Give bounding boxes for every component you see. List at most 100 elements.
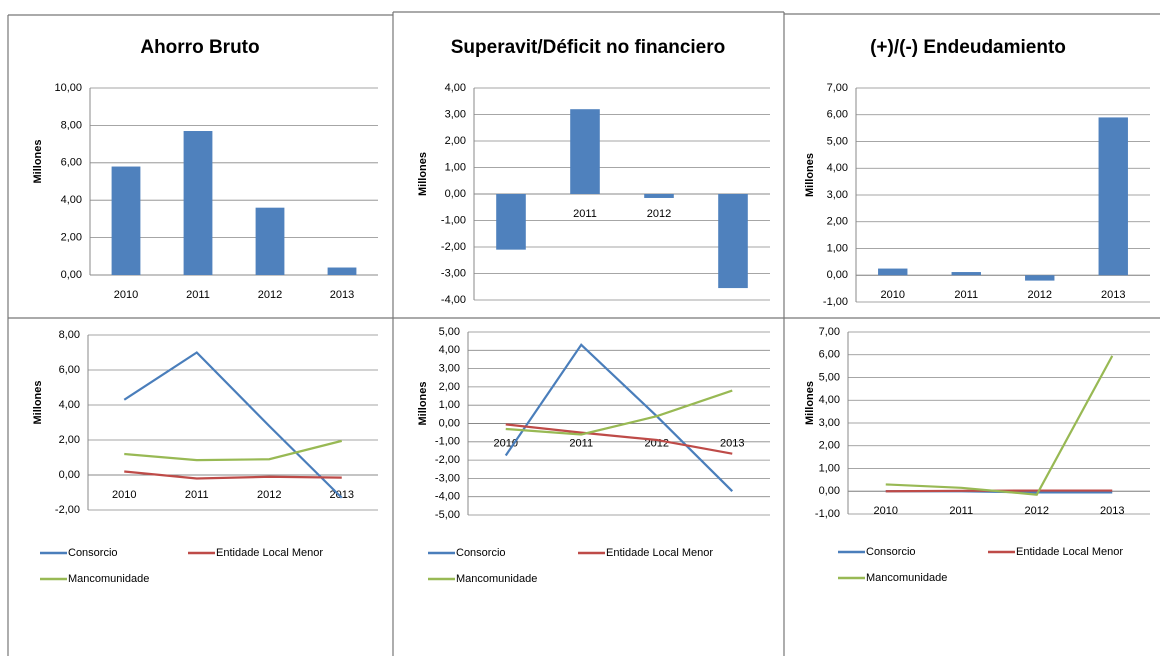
y-axis-label: Millones (804, 381, 816, 425)
y-tick-label: 5,00 (819, 371, 840, 383)
bar (496, 194, 526, 250)
legend-label: Mancomunidade (68, 573, 149, 585)
x-tick-label: 2013 (330, 289, 354, 301)
y-tick-label: 4,00 (445, 82, 466, 94)
y-tick-label: 7,00 (827, 82, 848, 94)
y-tick-label: -1,00 (815, 508, 840, 520)
legend-label: Consorcio (456, 547, 506, 559)
y-tick-label: 2,00 (439, 381, 460, 393)
y-tick-label: 2,00 (445, 135, 466, 147)
y-tick-label: -1,00 (441, 214, 466, 226)
y-tick-label: 0,00 (819, 485, 840, 497)
y-tick-label: 6,00 (59, 364, 80, 376)
y-tick-label: -3,00 (435, 472, 460, 484)
y-tick-label: -2,00 (55, 504, 80, 516)
y-axis-label: Millones (32, 380, 44, 424)
y-axis-label: Millones (804, 153, 816, 197)
x-tick-label: 2012 (647, 208, 671, 220)
y-tick-label: 7,00 (819, 326, 840, 338)
y-tick-label: 2,00 (59, 434, 80, 446)
legend-label: Mancomunidade (456, 573, 537, 585)
y-tick-label: 0,00 (439, 417, 460, 429)
y-tick-label: 1,00 (445, 161, 466, 173)
y-tick-label: 3,00 (819, 417, 840, 429)
y-tick-label: 1,00 (819, 462, 840, 474)
y-tick-label: -1,00 (823, 296, 848, 308)
x-tick-label: 2010 (874, 505, 898, 517)
y-tick-label: 2,00 (61, 232, 82, 244)
x-tick-label: 2012 (1028, 289, 1052, 301)
legend-label: Entidade Local Menor (606, 547, 713, 559)
chart: Ahorro Bruto Millones 0,00 2,00 4,00 6,00 8,00… (32, 37, 378, 301)
y-tick-label: 4,00 (819, 394, 840, 406)
legend-label: Consorcio (68, 547, 118, 559)
y-tick-label: 4,00 (59, 399, 80, 411)
y-axis-label: Millones (417, 152, 429, 196)
bar (1025, 275, 1055, 281)
y-tick-label: 10,00 (54, 82, 82, 94)
y-tick-label: 8,00 (59, 329, 80, 341)
bar (644, 194, 674, 198)
y-axis-label: Millones (417, 381, 429, 425)
y-axis-label: Millones (32, 139, 44, 183)
chart-title: Superavit/Déficit no financiero (451, 37, 726, 58)
line-series (124, 470, 342, 480)
panel-borders (7, 11, 1160, 656)
chart-title: (+)/(-) Endeudamiento (870, 37, 1066, 58)
y-tick-label: 3,00 (827, 189, 848, 201)
bar (327, 267, 357, 275)
y-tick-label: 4,00 (827, 162, 848, 174)
y-tick-label: -5,00 (435, 509, 460, 521)
y-tick-label: 6,00 (819, 349, 840, 361)
y-tick-label: 1,00 (827, 242, 848, 254)
x-tick-label: 2012 (258, 289, 282, 301)
legend-label: Entidade Local Menor (216, 547, 323, 559)
chart: (+)/(-) Endeudamiento Millones -1,00 0,00 1,… (804, 37, 1150, 308)
line-series (505, 389, 733, 436)
x-tick-label: 2010 (114, 289, 138, 301)
x-tick-label: 2011 (954, 289, 978, 301)
chart: Millones -5,00 -4,00 -3,00 -2,00 -1,00 0,00 1,0… (417, 326, 770, 585)
y-tick-label: 2,00 (819, 440, 840, 452)
y-tick-label: 0,00 (827, 269, 848, 281)
x-tick-label: 2011 (949, 505, 973, 517)
y-tick-label: -1,00 (435, 436, 460, 448)
bar (255, 207, 285, 275)
bar (718, 194, 748, 289)
y-tick-label: 3,00 (439, 363, 460, 375)
y-tick-label: 3,00 (445, 108, 466, 120)
y-tick-label: 0,00 (61, 269, 82, 281)
y-tick-label: 2,00 (827, 216, 848, 228)
line-series (124, 439, 343, 462)
y-tick-label: 6,00 (61, 157, 82, 169)
y-tick-label: 8,00 (61, 119, 82, 131)
legend-label: Mancomunidade (866, 572, 947, 584)
x-tick-label: 2013 (720, 437, 744, 449)
legend-label: Consorcio (866, 546, 916, 558)
chart-title: Ahorro Bruto (140, 37, 259, 58)
x-tick-label: 2010 (112, 489, 136, 501)
line-series (505, 423, 733, 455)
y-tick-label: -4,00 (441, 294, 466, 306)
y-tick-label: -4,00 (435, 491, 460, 503)
y-tick-label: 5,00 (439, 326, 460, 338)
x-tick-label: 2011 (569, 437, 593, 449)
y-tick-label: -3,00 (441, 267, 466, 279)
x-tick-label: 2013 (1101, 289, 1125, 301)
line-series (504, 343, 734, 492)
x-tick-label: 2010 (881, 289, 905, 301)
x-tick-label: 2011 (573, 208, 597, 220)
x-tick-label: 2011 (185, 489, 209, 501)
chart: Millones -1,00 0,00 1,00 2,00 3,00 4,00 5,00 6,0… (804, 326, 1150, 584)
line-series (123, 351, 343, 499)
legend-label: Entidade Local Menor (1016, 546, 1123, 558)
y-tick-label: 4,00 (61, 194, 82, 206)
bar (111, 166, 141, 275)
x-tick-label: 2011 (186, 289, 210, 301)
y-tick-label: -2,00 (435, 454, 460, 466)
bar (951, 272, 981, 276)
bar (1098, 117, 1128, 276)
y-tick-label: 0,00 (59, 469, 80, 481)
chart: Superavit/Déficit no financiero Millones -… (417, 37, 770, 306)
